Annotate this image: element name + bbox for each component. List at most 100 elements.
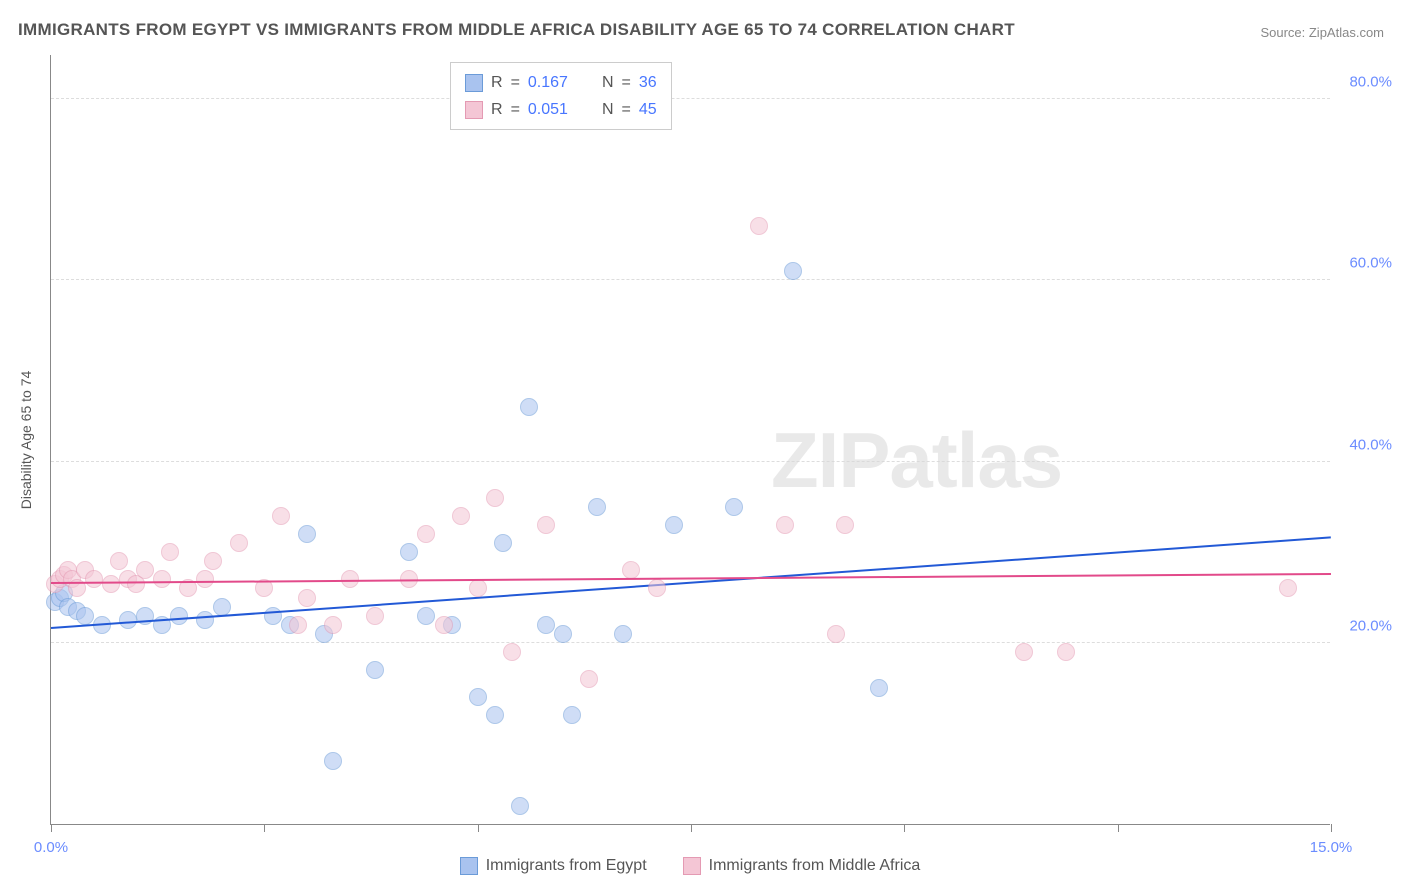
data-point: [588, 498, 606, 516]
legend-series-item: Immigrants from Egypt: [460, 857, 647, 875]
data-point: [400, 543, 418, 561]
data-point: [614, 625, 632, 643]
data-point: [827, 625, 845, 643]
data-point: [580, 670, 598, 688]
y-tick-label: 60.0%: [1349, 255, 1392, 272]
data-point: [102, 575, 120, 593]
data-point: [537, 616, 555, 634]
gridline: [51, 461, 1330, 462]
data-point: [469, 688, 487, 706]
legend-stat-row: R = 0.167 N = 36: [465, 69, 657, 96]
gridline: [51, 279, 1330, 280]
data-point: [537, 516, 555, 534]
data-point: [750, 217, 768, 235]
legend-swatch: [460, 857, 478, 875]
data-point: [870, 679, 888, 697]
data-point: [289, 616, 307, 634]
legend-swatch: [465, 74, 483, 92]
legend-n-value: 36: [639, 69, 657, 96]
legend-stat-row: R = 0.051 N = 45: [465, 96, 657, 123]
data-point: [153, 570, 171, 588]
data-point: [725, 498, 743, 516]
legend-series: Immigrants from Egypt Immigrants from Mid…: [50, 857, 1330, 880]
data-point: [435, 616, 453, 634]
x-tick: [904, 824, 905, 832]
data-point: [1015, 643, 1033, 661]
data-point: [503, 643, 521, 661]
data-point: [272, 507, 290, 525]
data-point: [196, 570, 214, 588]
legend-eq: =: [511, 96, 520, 123]
data-point: [417, 607, 435, 625]
data-point: [76, 607, 94, 625]
legend-swatch: [465, 101, 483, 119]
data-point: [324, 616, 342, 634]
legend-eq: =: [622, 69, 631, 96]
x-tick: [1331, 824, 1332, 832]
legend-n-label: N: [602, 69, 614, 96]
legend-r-value: 0.167: [528, 69, 568, 96]
data-point: [469, 579, 487, 597]
legend-series-label: Immigrants from Middle Africa: [709, 857, 921, 875]
data-point: [776, 516, 794, 534]
data-point: [110, 552, 128, 570]
data-point: [136, 561, 154, 579]
data-point: [563, 706, 581, 724]
legend-r-value: 0.051: [528, 96, 568, 123]
data-point: [648, 579, 666, 597]
data-point: [520, 398, 538, 416]
x-tick: [478, 824, 479, 832]
plot-area: 20.0%40.0%60.0%80.0%0.0%15.0%ZIPatlas: [50, 55, 1330, 825]
y-tick-label: 80.0%: [1349, 74, 1392, 91]
legend-series-item: Immigrants from Middle Africa: [683, 857, 921, 875]
data-point: [784, 262, 802, 280]
data-point: [161, 543, 179, 561]
x-tick: [691, 824, 692, 832]
y-axis-title: Disability Age 65 to 74: [18, 371, 34, 510]
legend-eq: =: [511, 69, 520, 96]
data-point: [494, 534, 512, 552]
data-point: [836, 516, 854, 534]
x-tick: [51, 824, 52, 832]
data-point: [622, 561, 640, 579]
gridline: [51, 98, 1330, 99]
data-point: [511, 797, 529, 815]
legend-eq: =: [622, 96, 631, 123]
data-point: [324, 752, 342, 770]
data-point: [366, 607, 384, 625]
legend-series-label: Immigrants from Egypt: [486, 857, 647, 875]
legend-n-label: N: [602, 96, 614, 123]
data-point: [298, 589, 316, 607]
x-tick-label: 0.0%: [34, 839, 68, 856]
data-point: [417, 525, 435, 543]
data-point: [213, 598, 231, 616]
legend-swatch: [683, 857, 701, 875]
x-tick: [1118, 824, 1119, 832]
y-tick-label: 40.0%: [1349, 436, 1392, 453]
chart-title: IMMIGRANTS FROM EGYPT VS IMMIGRANTS FROM…: [18, 20, 1015, 40]
data-point: [85, 570, 103, 588]
legend-r-label: R: [491, 69, 503, 96]
data-point: [264, 607, 282, 625]
data-point: [486, 706, 504, 724]
source-label: Source: ZipAtlas.com: [1260, 25, 1384, 40]
legend-n-value: 45: [639, 96, 657, 123]
y-tick-label: 20.0%: [1349, 617, 1392, 634]
data-point: [170, 607, 188, 625]
data-point: [196, 611, 214, 629]
data-point: [298, 525, 316, 543]
legend-r-label: R: [491, 96, 503, 123]
data-point: [486, 489, 504, 507]
data-point: [665, 516, 683, 534]
data-point: [452, 507, 470, 525]
legend-correlation-box: R = 0.167 N = 36 R = 0.051 N = 45: [450, 62, 672, 130]
data-point: [1057, 643, 1075, 661]
x-tick: [264, 824, 265, 832]
data-point: [366, 661, 384, 679]
data-point: [230, 534, 248, 552]
gridline: [51, 642, 1330, 643]
data-point: [1279, 579, 1297, 597]
x-tick-label: 15.0%: [1310, 839, 1353, 856]
data-point: [554, 625, 572, 643]
data-point: [204, 552, 222, 570]
